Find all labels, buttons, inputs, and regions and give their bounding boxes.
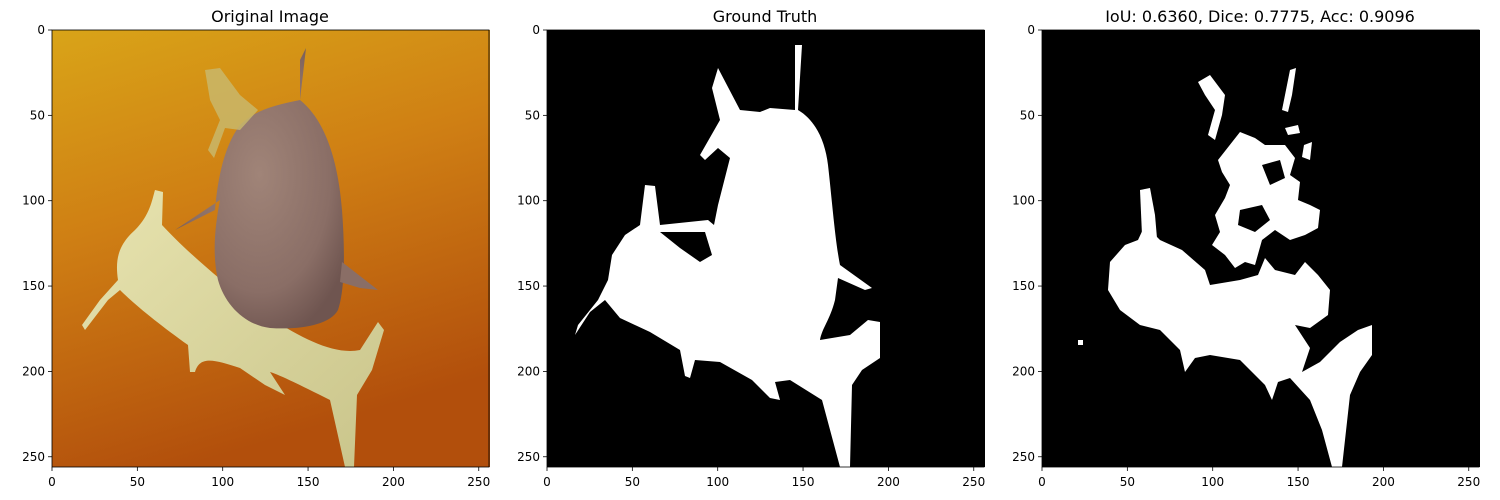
gt-shark-top-region bbox=[575, 45, 880, 467]
gt-gap bbox=[660, 232, 712, 262]
prediction-mask bbox=[1078, 68, 1372, 467]
x-tick-label: 100 bbox=[706, 475, 729, 489]
y-tick-label: 50 bbox=[1020, 108, 1035, 122]
panel-title-prediction: IoU: 0.6360, Dice: 0.7775, Acc: 0.9096 bbox=[1105, 7, 1415, 26]
pred-speck-1 bbox=[1285, 125, 1300, 135]
shark-top bbox=[175, 48, 344, 329]
y-tick-label: 250 bbox=[22, 450, 45, 464]
y-tick-label: 0 bbox=[532, 23, 540, 37]
y-tick-label: 150 bbox=[1012, 279, 1035, 293]
x-tick-label: 250 bbox=[467, 475, 490, 489]
y-tick-label: 50 bbox=[525, 108, 540, 122]
y-tick-label: 100 bbox=[1012, 194, 1035, 208]
x-tick-label: 0 bbox=[48, 475, 56, 489]
x-tick-label: 150 bbox=[1287, 475, 1310, 489]
y-tick-label: 150 bbox=[22, 279, 45, 293]
y-tick-label: 250 bbox=[1012, 450, 1035, 464]
x-tick-label: 150 bbox=[792, 475, 815, 489]
pred-body-region bbox=[1108, 225, 1372, 467]
x-tick-label: 250 bbox=[962, 475, 985, 489]
x-tick-label: 50 bbox=[625, 475, 640, 489]
shark-top-fin bbox=[205, 68, 258, 158]
panel-title-ground-truth: Ground Truth bbox=[713, 7, 818, 26]
axes-frame bbox=[546, 29, 985, 468]
y-tick-label: 0 bbox=[37, 23, 45, 37]
x-tick-label: 200 bbox=[877, 475, 900, 489]
axes-frame bbox=[51, 29, 490, 468]
shark-photo bbox=[82, 48, 384, 467]
x-tick-label: 0 bbox=[543, 475, 551, 489]
y-tick-label: 0 bbox=[1027, 23, 1035, 37]
x-tick-label: 200 bbox=[1372, 475, 1395, 489]
image-area-prediction bbox=[1042, 30, 1480, 467]
x-tick-label: 100 bbox=[211, 475, 234, 489]
pred-hole-2 bbox=[1262, 160, 1285, 185]
panel-original: Original Image bbox=[52, 7, 490, 467]
y-tick-label: 200 bbox=[1012, 364, 1035, 378]
pred-speck-3 bbox=[1078, 340, 1083, 345]
x-tick-label: 0 bbox=[1038, 475, 1046, 489]
pred-left-fin bbox=[1140, 188, 1158, 258]
y-tick-label: 250 bbox=[517, 450, 540, 464]
y-tick-label: 50 bbox=[30, 108, 45, 122]
x-tick-label: 250 bbox=[1457, 475, 1480, 489]
x-tick-label: 100 bbox=[1201, 475, 1224, 489]
ground-truth-mask bbox=[575, 45, 880, 467]
x-tick-label: 50 bbox=[130, 475, 145, 489]
shark-bottom bbox=[82, 190, 384, 467]
y-tick-label: 150 bbox=[517, 279, 540, 293]
y-tick-label: 200 bbox=[517, 364, 540, 378]
shark-top-pectoral bbox=[340, 262, 378, 290]
y-tick-label: 100 bbox=[517, 194, 540, 208]
x-tick-label: 50 bbox=[1120, 475, 1135, 489]
pred-speck-2 bbox=[1302, 142, 1312, 160]
pred-hole-1 bbox=[1238, 205, 1270, 232]
x-tick-label: 200 bbox=[382, 475, 405, 489]
y-tick-label: 200 bbox=[22, 364, 45, 378]
panel-prediction: IoU: 0.6360, Dice: 0.7775, Acc: 0.9096 bbox=[1042, 7, 1480, 467]
panel-ground-truth: Ground Truth bbox=[547, 7, 985, 467]
pred-top-fin bbox=[1198, 75, 1225, 140]
y-tick-label: 100 bbox=[22, 194, 45, 208]
pred-top-region bbox=[1212, 132, 1320, 268]
x-tick-label: 150 bbox=[297, 475, 320, 489]
pred-dorsal-blob bbox=[1282, 68, 1296, 112]
axes-frame bbox=[1041, 29, 1480, 468]
panel-title-original: Original Image bbox=[211, 7, 329, 26]
